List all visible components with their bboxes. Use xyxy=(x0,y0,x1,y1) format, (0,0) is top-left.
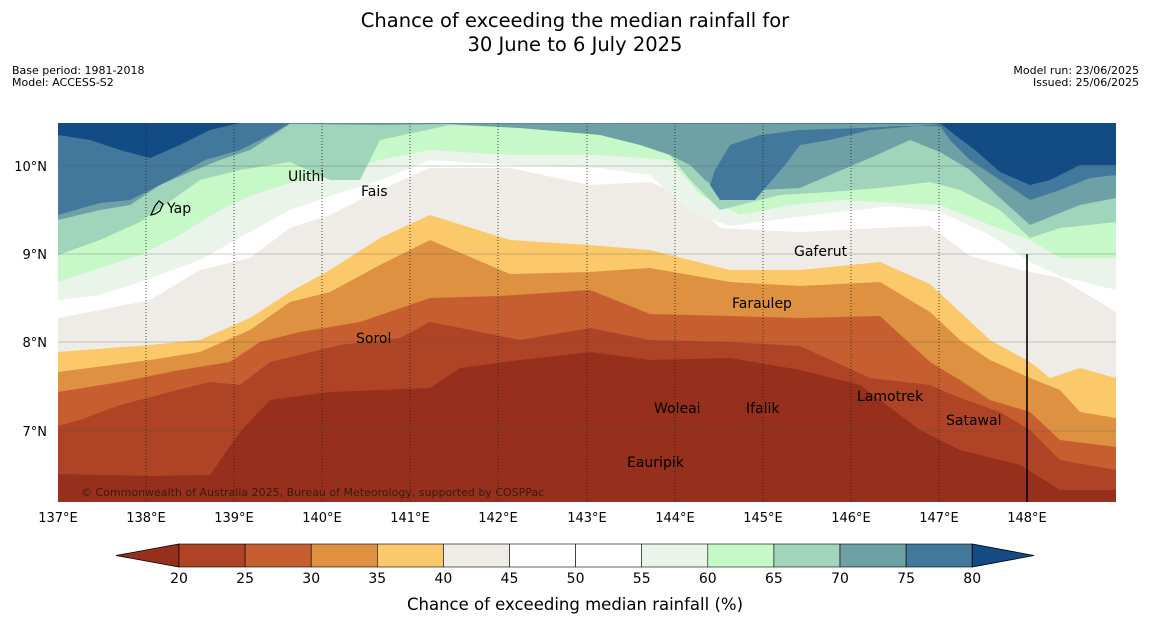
colorbar-segment xyxy=(905,543,973,568)
colorbar-label: Chance of exceeding median rainfall (%) xyxy=(407,595,743,614)
title-line-1: Chance of exceeding the median rainfall … xyxy=(360,9,790,32)
colorbar-tick-label: 60 xyxy=(699,571,717,587)
lon-label: 142°E xyxy=(478,511,518,526)
colorbar-extend-high xyxy=(971,543,1035,568)
lon-label: 147°E xyxy=(919,511,959,526)
label-lamotrek: Lamotrek xyxy=(857,389,924,405)
label-yap: Yap xyxy=(166,201,191,217)
label-faraulep: Faraulep xyxy=(732,296,792,312)
yap-island xyxy=(149,200,164,216)
grid-lines xyxy=(145,123,940,502)
meta-left: Base period: 1981-2018 Model: ACCESS-S2 xyxy=(12,65,144,89)
label-ifalik: Ifalik xyxy=(746,401,780,417)
colorbar-tick-label: 40 xyxy=(434,571,452,587)
band-top xyxy=(58,123,1116,185)
lat-label: 8°N xyxy=(23,336,48,351)
model-run: Model run: 23/06/2025 xyxy=(1013,64,1139,77)
colorbar-tick-label: 55 xyxy=(633,571,651,587)
colorbar-segment xyxy=(376,543,444,568)
lon-label: 140°E xyxy=(302,511,342,526)
lat-label: 10°N xyxy=(14,160,47,175)
colorbar-tick-label: 70 xyxy=(831,571,849,587)
label-sorol: Sorol xyxy=(356,331,391,347)
label-satawal: Satawal xyxy=(946,413,1001,429)
title-line-2: 30 June to 6 July 2025 xyxy=(467,33,683,56)
colorbar-segment xyxy=(575,543,642,568)
lon-label: 144°E xyxy=(655,511,695,526)
issued-date: Issued: 25/06/2025 xyxy=(1032,76,1139,89)
colorbar-segment xyxy=(178,543,246,568)
lon-label: 143°E xyxy=(567,511,607,526)
base-period: Base period: 1981-2018 xyxy=(12,64,145,77)
colorbar-tick-label: 25 xyxy=(236,571,254,587)
colorbar-segment xyxy=(839,543,907,568)
colorbar-tick-label: 35 xyxy=(368,571,386,587)
colorbar-segment xyxy=(509,543,576,568)
lat-label: 9°N xyxy=(23,248,48,263)
chart-title: Chance of exceeding the median rainfall … xyxy=(0,9,1150,57)
lon-label: 145°E xyxy=(743,511,783,526)
lon-label: 138°E xyxy=(126,511,166,526)
lat-lines xyxy=(58,165,1116,432)
colorbar-segment xyxy=(443,543,510,568)
label-fais: Fais xyxy=(361,184,388,200)
colorbar-tick-label: 45 xyxy=(501,571,519,587)
lon-label: 139°E xyxy=(214,511,254,526)
colorbar-tick-label: 75 xyxy=(897,571,915,587)
colorbar-tick-label: 50 xyxy=(567,571,585,587)
colorbar-tick-label: 20 xyxy=(170,571,188,587)
colorbar-segment xyxy=(244,543,312,568)
label-ulithi: Ulithi xyxy=(288,169,324,185)
lon-label: 146°E xyxy=(831,511,871,526)
lat-label: 7°N xyxy=(23,425,48,440)
colorbar-tick-label: 30 xyxy=(302,571,320,587)
label-eauripik: Eauripik xyxy=(627,455,685,471)
band-75-80 xyxy=(58,123,1116,225)
place-labels: Yap Ulithi Fais Gaferut Faraulep Sorol W… xyxy=(166,169,1001,471)
lon-label: 148°E xyxy=(1007,511,1047,526)
model-name: Model: ACCESS-S2 xyxy=(12,76,114,89)
copyright-text: © Commonwealth of Australia 2025, Bureau… xyxy=(81,486,544,499)
colorbar-segment xyxy=(641,543,709,568)
lon-tick-labels: 137°E 138°E 139°E 140°E 141°E 142°E 143°… xyxy=(38,511,1047,526)
lon-label: 141°E xyxy=(390,511,430,526)
lat-tick-labels: 10°N 9°N 8°N 7°N xyxy=(14,160,47,440)
meta-right: Model run: 23/06/2025 Issued: 25/06/2025 xyxy=(1013,65,1139,89)
colorbar-segment xyxy=(310,543,378,568)
lon-label: 137°E xyxy=(38,511,78,526)
colorbar-extend-low xyxy=(115,543,180,568)
colorbar-tick-label: 65 xyxy=(765,571,783,587)
label-gaferut: Gaferut xyxy=(794,244,848,260)
map-area: Yap Ulithi Fais Gaferut Faraulep Sorol W… xyxy=(58,123,1116,502)
colorbar-tick-label: 80 xyxy=(963,571,981,587)
colorbar-segment xyxy=(707,543,775,568)
label-woleai: Woleai xyxy=(654,401,701,417)
colorbar: 20 25 30 35 40 45 50 55 60 65 70 75 80 xyxy=(115,543,1035,587)
colorbar-segment xyxy=(773,543,841,568)
